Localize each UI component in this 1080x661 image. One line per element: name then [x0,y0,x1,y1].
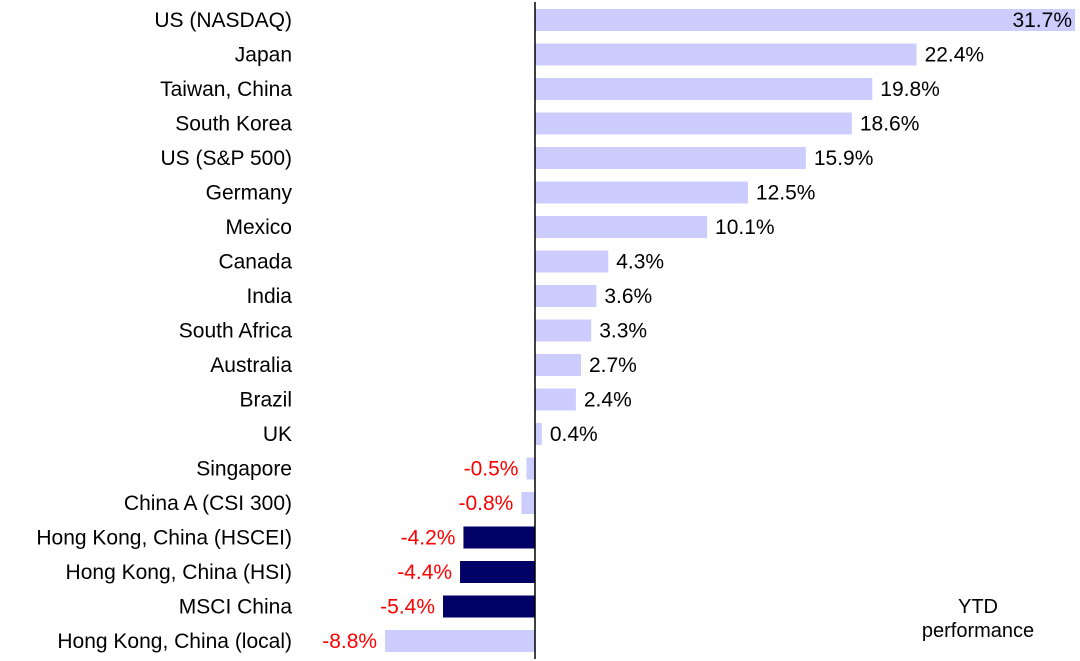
category-label: Mexico [225,216,292,239]
category-label: South Korea [175,113,292,136]
value-label: -0.5% [464,458,519,481]
bar [535,388,576,411]
value-label: 0.4% [550,423,598,446]
bar [535,147,806,169]
value-label: -8.8% [322,630,377,653]
category-label: India [246,285,292,308]
value-label: 10.1% [715,216,775,239]
value-label: -0.8% [459,492,514,515]
value-label: 3.6% [604,285,652,308]
category-label: Hong Kong, China (HSI) [66,561,292,584]
bar [535,354,581,376]
annotation-line: performance [922,620,1034,642]
category-label: Hong Kong, China (local) [57,630,292,653]
bar [385,630,535,652]
value-label: 19.8% [880,78,940,101]
value-label: 3.3% [599,320,647,343]
bar [535,423,542,445]
bar [535,112,852,135]
category-label: MSCI China [179,596,293,619]
category-labels-group: US (NASDAQ) Japan Taiwan, China South Korea… [36,9,292,653]
category-label: UK [263,423,292,446]
value-label: 31.7% [1012,9,1072,32]
bar [526,457,535,480]
bar [460,561,535,583]
bar [535,9,1075,31]
bar [443,595,535,618]
bar [535,78,873,100]
bar [535,43,917,66]
category-label: Brazil [239,389,292,412]
bar [463,526,535,549]
value-label: 2.7% [589,354,637,377]
bar [535,285,597,307]
annotation-text: YTD performance [922,596,1034,642]
value-label: -4.2% [401,527,456,550]
value-label: 2.4% [584,389,632,412]
bars-group [385,9,1075,652]
category-label: US (S&P 500) [160,147,292,170]
category-label: China A (CSI 300) [124,492,292,515]
value-label: 15.9% [814,147,874,170]
value-label: 12.5% [756,182,816,205]
category-label: Germany [206,182,293,205]
bar [535,319,592,342]
category-label: Taiwan, China [160,78,292,101]
category-label: Hong Kong, China (HSCEI) [36,527,292,550]
value-label: 22.4% [925,44,985,67]
category-label: US (NASDAQ) [154,9,292,32]
value-label: -5.4% [380,596,435,619]
annotation-line: YTD [958,596,998,618]
bar [521,492,535,514]
category-label: Singapore [196,458,292,481]
value-label: -4.4% [397,561,452,584]
category-label: Australia [210,354,292,377]
value-labels-group: 31.7% 22.4% 19.8% 18.6% 15.9% 12.5% 10.1% 4.3% 3… [322,9,1072,653]
bar [535,250,609,273]
category-label: South Africa [179,320,293,343]
value-label: 18.6% [860,113,920,136]
bar [535,216,708,238]
value-label: 4.3% [616,251,664,274]
category-label: Japan [235,44,292,67]
category-label: Canada [218,251,292,274]
bar [535,181,748,204]
